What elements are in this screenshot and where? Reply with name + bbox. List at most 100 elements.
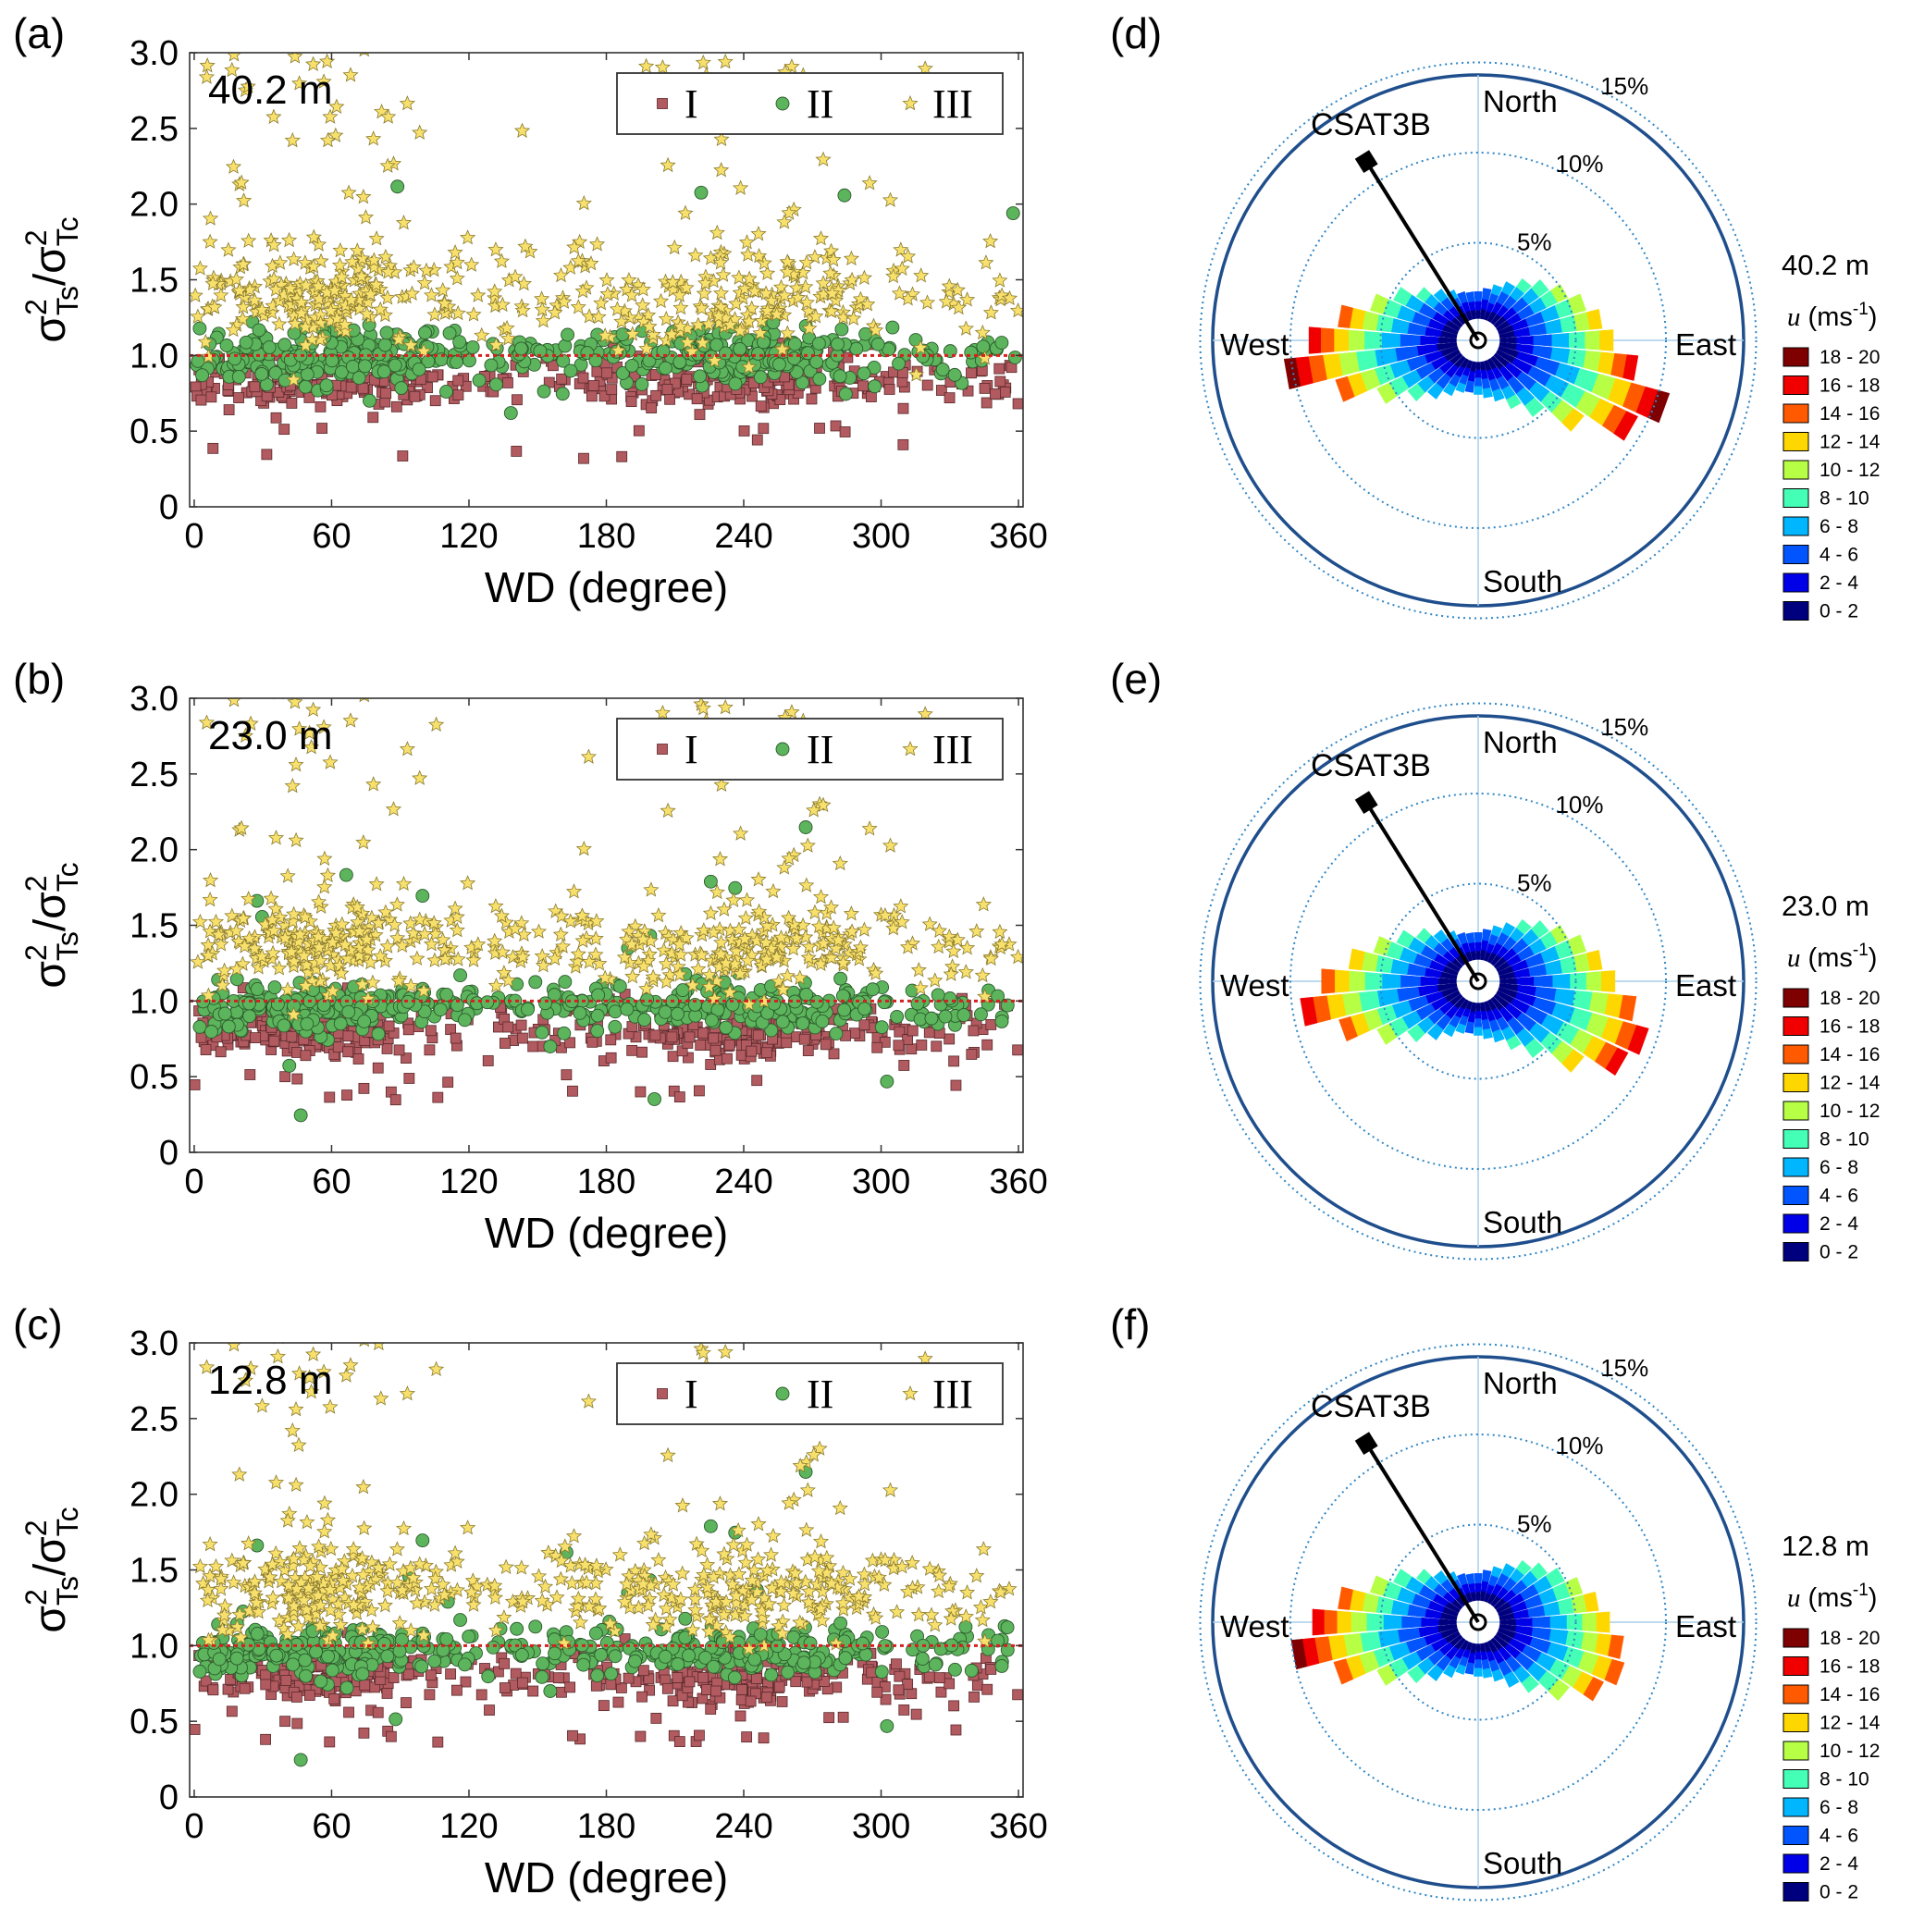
point-II (538, 996, 552, 1011)
point-II (355, 1667, 370, 1681)
point-III (465, 952, 482, 967)
point-I (823, 1712, 835, 1724)
legend-swatch (1782, 432, 1809, 451)
point-III (319, 1511, 337, 1528)
point-III (402, 1622, 419, 1638)
point-III (694, 1542, 710, 1558)
point-I (857, 380, 869, 392)
point-II (195, 368, 209, 383)
point-II (573, 1005, 587, 1020)
point-II (874, 1665, 889, 1680)
point-I (250, 1032, 261, 1043)
sector-bin (1482, 387, 1493, 399)
point-III (358, 305, 376, 321)
legend-marker-III (902, 1384, 919, 1401)
y-tick-label: 1.5 (130, 262, 179, 301)
point-III (801, 1582, 818, 1599)
point-III (405, 1569, 422, 1585)
point-III (695, 54, 711, 70)
point-II (698, 1650, 712, 1665)
point-I (871, 1686, 883, 1698)
point-II (620, 1002, 635, 1016)
point-III (537, 1578, 554, 1594)
point-III (927, 972, 944, 988)
point-III (574, 907, 591, 923)
point-I (358, 1082, 370, 1094)
point-II (564, 994, 579, 1009)
point-III (834, 1594, 851, 1610)
height-label: 12.8 m (208, 1358, 333, 1403)
point-III (296, 947, 313, 963)
point-III (781, 204, 797, 220)
point-III (685, 977, 701, 992)
legend: I II III (616, 1362, 1004, 1425)
point-I (397, 450, 409, 461)
point-II (728, 880, 743, 895)
point-II (442, 326, 457, 340)
legend-swatch (1782, 516, 1809, 536)
point-III (718, 954, 734, 970)
point-III (359, 698, 370, 703)
point-II (991, 989, 1005, 1003)
point-I (527, 1040, 539, 1052)
point-III (487, 241, 504, 257)
point-II (319, 378, 334, 393)
point-I (979, 382, 991, 394)
legend-bin-label: 0 - 2 (1819, 1242, 1858, 1263)
point-III (978, 254, 994, 270)
point-III (753, 313, 770, 328)
point-I (814, 423, 825, 434)
point-II (388, 358, 402, 373)
point-III (507, 268, 524, 284)
point-II (815, 1014, 830, 1028)
point-III (449, 1553, 465, 1569)
point-II (415, 1533, 430, 1548)
x-tick-label: 60 (312, 517, 351, 556)
point-III (530, 923, 548, 939)
point-III (931, 922, 948, 938)
point-I (971, 1680, 983, 1692)
point-III (893, 898, 909, 914)
point-I (672, 1672, 684, 1683)
point-II (924, 1011, 939, 1026)
legend-swatch (1782, 1016, 1809, 1036)
point-I (359, 1679, 371, 1691)
sector-bin (1549, 1615, 1568, 1630)
sector-bin (1333, 328, 1349, 352)
point-I (883, 384, 895, 395)
point-III (354, 1549, 371, 1566)
legend-swatch (1782, 1044, 1809, 1064)
point-I (751, 1075, 763, 1087)
point-I (896, 375, 908, 388)
point-III (575, 840, 592, 856)
point-III (267, 281, 284, 297)
point-II (192, 1664, 207, 1679)
point-III (235, 1555, 252, 1570)
point-III (785, 1585, 802, 1601)
panel-letter: (a) (13, 9, 65, 57)
point-III (190, 954, 206, 969)
point-III (290, 1618, 307, 1633)
legend-bin-label: 12 - 14 (1819, 432, 1881, 453)
point-III (226, 1574, 242, 1590)
point-II (624, 358, 639, 373)
point-III (754, 1614, 771, 1631)
point-I (515, 1019, 527, 1031)
legend-swatch (1782, 1213, 1809, 1234)
point-III (357, 209, 375, 225)
point-II (535, 1025, 549, 1040)
point-II (453, 968, 468, 983)
point-III (713, 776, 730, 793)
point-III (823, 1575, 840, 1591)
point-II (868, 379, 882, 394)
point-III (285, 1557, 302, 1573)
point-III (740, 246, 757, 262)
point-I (879, 1680, 891, 1692)
point-II (719, 1020, 734, 1035)
legend-swatch (1782, 375, 1809, 395)
point-II (931, 988, 945, 1003)
point-III (861, 820, 878, 836)
point-III (210, 926, 227, 942)
point-III (493, 252, 510, 268)
point-II (221, 1019, 236, 1034)
